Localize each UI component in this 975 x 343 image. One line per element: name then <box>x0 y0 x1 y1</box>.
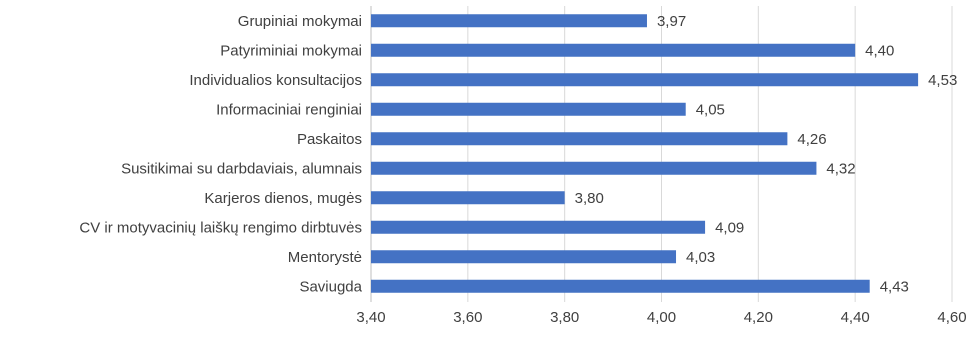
data-label: 4,40 <box>865 42 894 59</box>
x-tick-label: 3,60 <box>453 309 482 326</box>
x-tick-label: 4,40 <box>841 309 870 326</box>
category-label: CV ir motyvacinių laiškų rengimo dirbtuv… <box>79 219 362 236</box>
category-label: Karjeros dienos, mugės <box>204 190 362 207</box>
x-tick-label: 4,20 <box>744 309 773 326</box>
data-label: 4,43 <box>880 278 909 295</box>
data-label: 3,97 <box>657 13 686 30</box>
category-label: Grupiniai mokymai <box>238 13 362 30</box>
category-label: Paskaitos <box>297 131 362 148</box>
category-label: Patyriminiai mokymai <box>220 42 362 59</box>
x-tick-label: 4,00 <box>647 309 676 326</box>
bar <box>371 73 919 87</box>
data-label: 4,32 <box>826 160 855 177</box>
category-label: Informaciniai renginiai <box>216 101 362 118</box>
bar <box>371 279 870 293</box>
data-label: 4,03 <box>686 249 715 266</box>
category-label: Individualios konsultacijos <box>189 72 362 89</box>
x-tick-label: 3,40 <box>356 309 385 326</box>
data-label: 3,80 <box>575 190 604 207</box>
category-label: Saviugda <box>299 278 362 295</box>
bar <box>371 102 686 116</box>
bar <box>371 132 788 146</box>
bar <box>371 250 677 264</box>
x-tick-label: 3,80 <box>550 309 579 326</box>
data-label: 4,09 <box>715 219 744 236</box>
bar <box>371 161 817 175</box>
bar <box>371 191 565 205</box>
category-label: Mentorystė <box>288 249 362 266</box>
data-label: 4,53 <box>928 72 957 89</box>
bar <box>371 14 647 28</box>
bar <box>371 43 856 57</box>
x-tick-label: 4,60 <box>937 309 966 326</box>
category-label: Susitikimai su darbdaviais, alumnais <box>121 160 362 177</box>
data-label: 4,26 <box>797 131 826 148</box>
bar <box>371 220 706 234</box>
data-label: 4,05 <box>696 101 725 118</box>
